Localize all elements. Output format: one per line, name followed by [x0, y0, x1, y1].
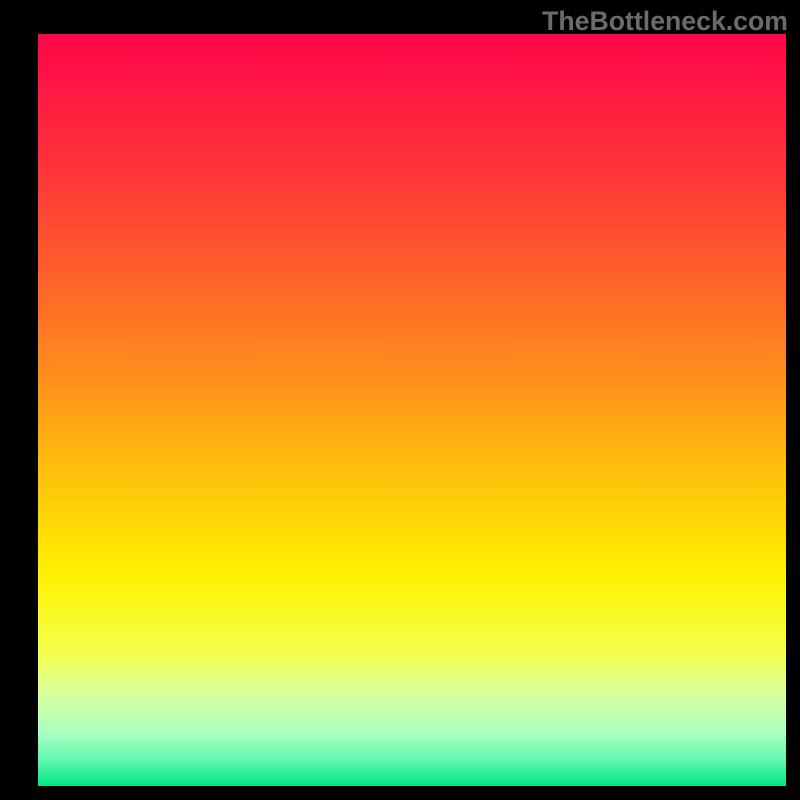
chart-plot-area [38, 34, 786, 786]
watermark-text: TheBottleneck.com [542, 6, 788, 37]
chart-background-gradient [38, 34, 786, 786]
